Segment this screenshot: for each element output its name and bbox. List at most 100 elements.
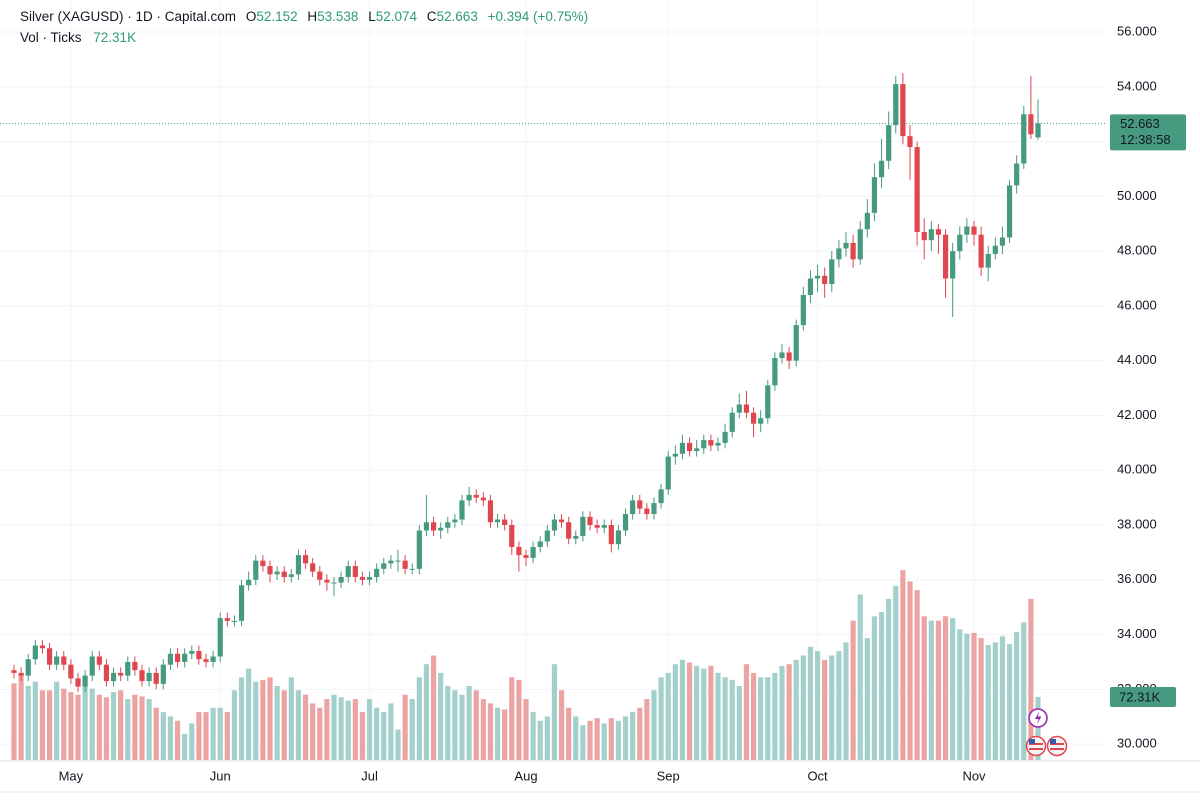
volume-bar [473,690,479,760]
volume-bar [658,677,664,760]
volume-bar [430,655,437,760]
volume-bar [651,690,657,760]
volume-bar [914,590,920,760]
y-tick-label: 44.000 [1117,352,1157,367]
y-tick-label: 38.000 [1117,516,1157,531]
change: +0.394 (+0.75%) [488,9,589,24]
volume-value: 72.31K [93,30,136,45]
flag-canton [1050,739,1056,744]
candle-body [54,656,60,665]
candle-body [1021,114,1027,164]
volume-bar [96,694,102,760]
candle-body [494,519,501,523]
candle-body [800,294,806,326]
volume-bar [18,672,24,760]
candle-body [864,212,870,230]
candle-body [509,525,515,547]
y-tick-label: 48.000 [1117,243,1157,258]
candle-body [530,546,536,558]
candle-body [25,659,31,676]
candle-body [793,325,799,361]
volume-bar [345,700,351,760]
candle-body [146,672,152,682]
candle-body [566,522,572,539]
candle-body [75,678,81,687]
candle-body [32,645,38,660]
volume-bar [928,620,934,760]
volume-bar [850,620,856,760]
candle-body [750,412,757,424]
candle-body [886,125,892,161]
volume-bar [466,685,472,760]
volume-bar [224,712,230,760]
candle-body [409,568,415,570]
volume-bar [295,690,302,760]
candle-body [637,500,643,509]
symbol-title: Silver (XAGUSD) · 1D · Capital.com [20,9,236,24]
candle-body [487,500,494,523]
ohlc-letter: L [368,9,376,24]
candle-body [374,568,380,578]
volume-label-box [1110,687,1176,708]
volume-bar [672,664,678,760]
volume-bar [587,720,593,760]
candle-body [274,571,280,575]
candle-body [850,242,856,260]
candle-body [523,555,529,558]
candle-body [544,530,550,542]
candle-body [729,412,735,432]
countdown-label: 12:38:58 [1120,132,1171,147]
lightning-glyph [1035,712,1042,724]
candle-body [466,494,472,501]
volume-bar [978,638,984,760]
y-tick-label: 42.000 [1117,407,1157,422]
volume-bar [1021,622,1027,760]
candle-body [438,527,444,531]
volume-bar [822,659,828,760]
volume-bar [601,723,607,760]
candle-body [679,442,686,454]
candle-body [736,404,742,413]
candle-body [672,453,678,457]
y-tick-label: 40.000 [1117,462,1157,477]
flag-stripe [1050,748,1064,750]
volume-bar [174,720,181,760]
y-tick-label: 46.000 [1117,297,1157,312]
x-tick-label: Oct [807,768,828,783]
volume-bar [494,707,501,760]
candles [11,73,1041,693]
volume-bar [729,679,735,760]
volume-bar [814,651,821,760]
volume-bar [89,688,95,760]
candle-body [331,582,337,584]
candle-body [18,672,24,676]
candle-body [189,650,195,654]
candle-body [352,566,358,578]
volume-bar [921,616,927,760]
volume-bar [381,712,387,760]
volume-bar [274,685,280,760]
volume-bar [395,729,401,760]
candle-body [253,560,259,580]
y-tick-label: 36.000 [1117,571,1157,586]
volume-bar [54,681,60,760]
candle-body [630,500,636,515]
candle-body [871,177,878,213]
volume-bar [1035,697,1041,760]
ohlc-value: 53.538 [317,9,358,24]
candle-body [11,670,17,673]
candle-body [594,525,600,528]
volume-bar [573,716,579,760]
x-tick-label: Aug [514,768,537,783]
volume-bar [900,570,906,760]
candle-body [310,563,316,572]
volume-bar [324,699,330,760]
candle-body [345,566,351,578]
candle-body [295,555,302,575]
candle-body [708,440,714,446]
volume-label: 72.31K [1119,689,1161,704]
volume-bar [523,699,529,760]
volume-bar [950,618,956,760]
